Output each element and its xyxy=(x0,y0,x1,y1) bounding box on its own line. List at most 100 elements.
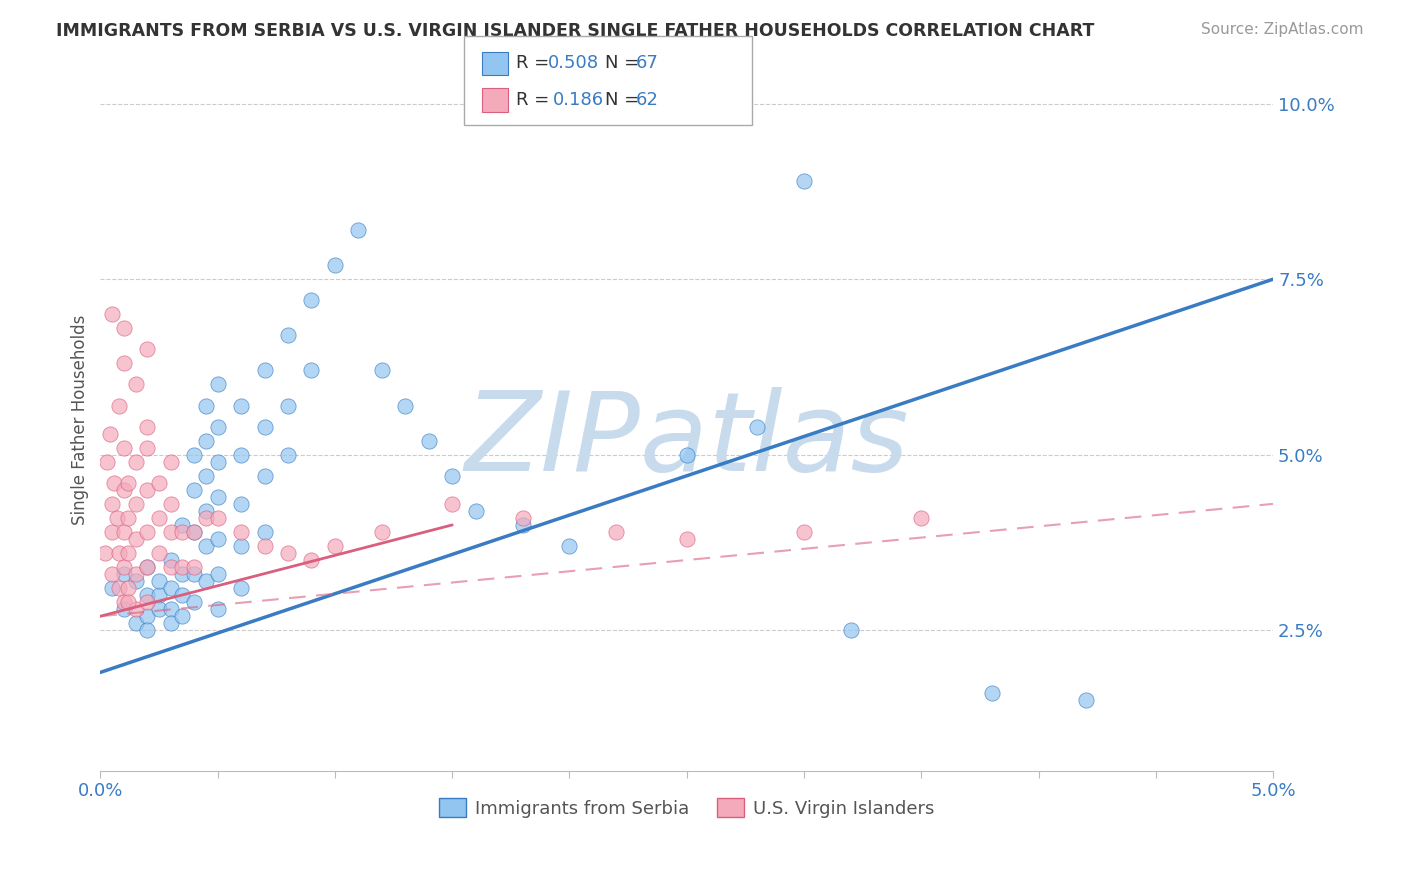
Point xyxy=(101,567,124,582)
Text: N =: N = xyxy=(605,91,644,109)
Point xyxy=(117,475,139,490)
Point xyxy=(910,511,932,525)
Point xyxy=(101,307,124,321)
Point xyxy=(148,475,170,490)
Point xyxy=(277,546,299,560)
Point xyxy=(117,581,139,595)
Text: 62: 62 xyxy=(636,91,658,109)
Point xyxy=(183,524,205,539)
Point xyxy=(229,497,252,511)
Point xyxy=(159,581,181,595)
Point xyxy=(172,567,194,582)
Point xyxy=(183,595,205,609)
Point xyxy=(112,602,135,616)
Point xyxy=(108,581,131,595)
Point xyxy=(124,377,146,392)
Point xyxy=(194,539,217,553)
Point xyxy=(253,468,276,483)
Point xyxy=(253,419,276,434)
Point xyxy=(172,517,194,532)
Point xyxy=(172,588,194,602)
Point xyxy=(136,624,159,638)
Point xyxy=(136,560,159,574)
Point xyxy=(229,539,252,553)
Point xyxy=(94,546,117,560)
Point xyxy=(148,602,170,616)
Point xyxy=(229,448,252,462)
Point xyxy=(136,609,159,624)
Point xyxy=(183,560,205,574)
Y-axis label: Single Father Households: Single Father Households xyxy=(72,314,89,524)
Point xyxy=(301,293,323,308)
Point xyxy=(159,497,181,511)
Point xyxy=(112,595,135,609)
Point xyxy=(277,448,299,462)
Point xyxy=(148,574,170,588)
Text: 0.508: 0.508 xyxy=(548,54,599,72)
Point xyxy=(112,524,135,539)
Point xyxy=(371,363,394,377)
Point xyxy=(207,419,229,434)
Text: 0.186: 0.186 xyxy=(553,91,603,109)
Point xyxy=(207,377,229,392)
Point xyxy=(277,328,299,343)
Point xyxy=(101,524,124,539)
Point xyxy=(117,595,139,609)
Point xyxy=(194,504,217,518)
Point xyxy=(101,581,124,595)
Point xyxy=(441,468,464,483)
Point xyxy=(183,567,205,582)
Point xyxy=(253,539,276,553)
Point xyxy=(558,539,581,553)
Point xyxy=(229,524,252,539)
Point xyxy=(371,524,394,539)
Point xyxy=(136,524,159,539)
Point xyxy=(172,609,194,624)
Point xyxy=(117,546,139,560)
Point xyxy=(675,532,697,546)
Point xyxy=(148,588,170,602)
Point xyxy=(136,419,159,434)
Point xyxy=(207,532,229,546)
Text: Source: ZipAtlas.com: Source: ZipAtlas.com xyxy=(1201,22,1364,37)
Point xyxy=(745,419,768,434)
Point xyxy=(301,553,323,567)
Point xyxy=(112,567,135,582)
Point xyxy=(394,399,416,413)
Point xyxy=(512,517,534,532)
Text: 67: 67 xyxy=(636,54,658,72)
Point xyxy=(793,524,815,539)
Point xyxy=(136,483,159,497)
Point xyxy=(124,497,146,511)
Point xyxy=(148,511,170,525)
Point xyxy=(1074,693,1097,707)
Point xyxy=(136,441,159,455)
Point xyxy=(207,511,229,525)
Point xyxy=(207,490,229,504)
Text: IMMIGRANTS FROM SERBIA VS U.S. VIRGIN ISLANDER SINGLE FATHER HOUSEHOLDS CORRELAT: IMMIGRANTS FROM SERBIA VS U.S. VIRGIN IS… xyxy=(56,22,1095,40)
Point xyxy=(148,546,170,560)
Point xyxy=(159,455,181,469)
Point xyxy=(347,223,370,237)
Point xyxy=(253,363,276,377)
Point xyxy=(464,504,486,518)
Point xyxy=(124,567,146,582)
Point xyxy=(441,497,464,511)
Point xyxy=(124,574,146,588)
Point xyxy=(194,434,217,448)
Point xyxy=(253,524,276,539)
Text: N =: N = xyxy=(605,54,644,72)
Point xyxy=(112,356,135,370)
Point xyxy=(172,560,194,574)
Point xyxy=(124,602,146,616)
Point xyxy=(418,434,440,448)
Text: R =: R = xyxy=(516,91,561,109)
Point xyxy=(793,174,815,188)
Point xyxy=(183,483,205,497)
Point xyxy=(207,602,229,616)
Point xyxy=(277,399,299,413)
Point xyxy=(105,511,128,525)
Legend: Immigrants from Serbia, U.S. Virgin Islanders: Immigrants from Serbia, U.S. Virgin Isla… xyxy=(432,791,942,825)
Point xyxy=(124,616,146,631)
Point xyxy=(159,553,181,567)
